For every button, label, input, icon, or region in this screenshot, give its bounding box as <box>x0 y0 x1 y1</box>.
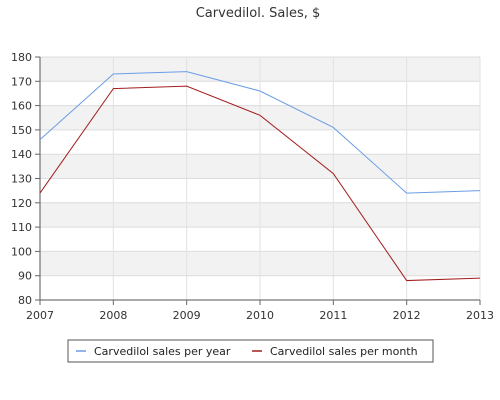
y-tick-label: 160 <box>11 100 32 113</box>
y-tick-label: 140 <box>11 148 32 161</box>
x-axis: 2007 2008 2009 2010 2011 2012 2013 <box>26 300 494 322</box>
y-tick-label: 180 <box>11 51 32 64</box>
x-tick-label: 2012 <box>393 309 421 322</box>
x-tick-label: 2011 <box>319 309 347 322</box>
y-axis: 80 90 100 110 120 130 140 150 160 170 180 <box>11 51 40 307</box>
series-line-1 <box>39 71 481 194</box>
x-tick-label: 2008 <box>99 309 127 322</box>
chart-title: Carvedilol. Sales, $ <box>196 6 321 21</box>
y-tick-label: 170 <box>11 75 32 88</box>
series-lines <box>39 71 481 282</box>
y-tick-label: 120 <box>11 197 32 210</box>
y-tick-label: 80 <box>18 294 32 307</box>
legend-box <box>67 339 434 363</box>
y-tick-label: 150 <box>11 124 32 137</box>
x-tick-label: 2010 <box>246 309 274 322</box>
y-tick-label: 130 <box>11 173 32 186</box>
legend-label-1: Carvedilol sales per year <box>94 345 231 358</box>
legend-label-2: Carvedilol sales per month <box>270 345 418 358</box>
y-tick-label: 90 <box>18 270 32 283</box>
x-tick-label: 2013 <box>466 309 494 322</box>
x-tick-label: 2007 <box>26 309 54 322</box>
y-tick-label: 110 <box>11 221 32 234</box>
y-tick-label: 100 <box>11 245 32 258</box>
x-tick-label: 2009 <box>173 309 201 322</box>
grid <box>39 56 481 301</box>
series-line-2 <box>39 85 481 282</box>
legend: Carvedilol sales per year Carvedilol sale… <box>67 339 434 363</box>
